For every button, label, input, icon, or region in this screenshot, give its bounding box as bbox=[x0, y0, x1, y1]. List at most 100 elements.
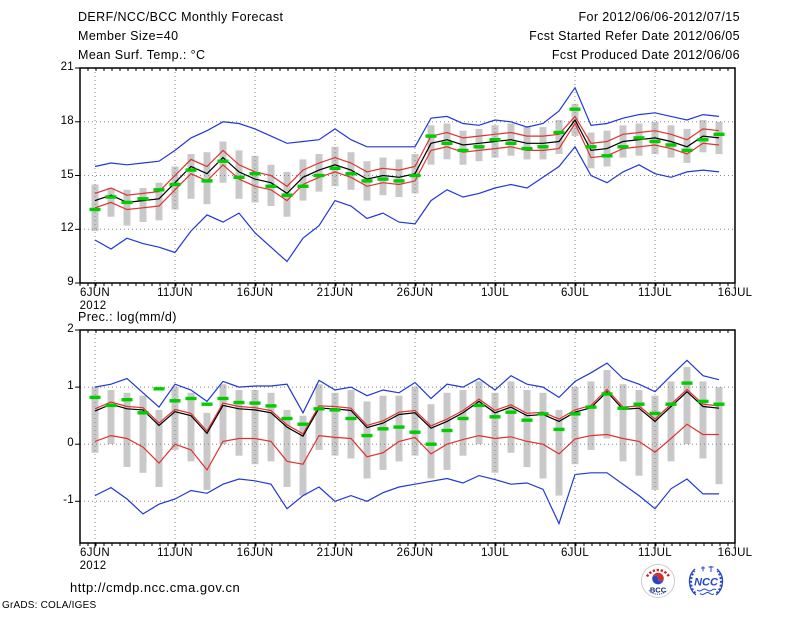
member-spread-bar bbox=[123, 189, 131, 226]
green-dash-marker bbox=[697, 399, 709, 404]
green-dash-marker bbox=[265, 184, 277, 188]
green-dash-marker bbox=[89, 395, 101, 400]
x-tick-label: 16JUL bbox=[717, 547, 753, 559]
green-dash-marker bbox=[665, 402, 677, 406]
member-spread-bar bbox=[475, 381, 483, 445]
green-dash-marker bbox=[569, 107, 581, 111]
member-spread-bar bbox=[379, 157, 387, 196]
green-dash-marker bbox=[537, 412, 549, 416]
green-dash-marker bbox=[713, 402, 725, 406]
green-dash-marker bbox=[665, 143, 677, 147]
green-dash-marker bbox=[89, 207, 101, 212]
member-size-label: Member Size=40 bbox=[78, 29, 179, 43]
green-dash-marker bbox=[521, 146, 533, 151]
green-dash-marker bbox=[185, 168, 197, 172]
ncc-logo-text: NCC bbox=[694, 577, 719, 589]
x-tick-label: 6JUN bbox=[80, 287, 110, 299]
member-spread-bar bbox=[427, 404, 435, 479]
member-spread-bar bbox=[379, 395, 387, 470]
lower-spread-line bbox=[94, 423, 719, 471]
green-dash-marker bbox=[553, 130, 565, 135]
green-dash-marker bbox=[457, 416, 469, 421]
member-spread-bar bbox=[555, 120, 563, 154]
green-dash-marker bbox=[249, 172, 261, 176]
fcst-produced-date-label: Fcst Produced Date 2012/06/06 bbox=[551, 48, 740, 62]
green-dash-marker bbox=[713, 132, 725, 136]
ncc-wreath-right-icon bbox=[715, 568, 724, 596]
member-spread-bar bbox=[715, 121, 723, 155]
x-tick-label: 11JUN bbox=[157, 547, 193, 559]
member-spread-bar bbox=[539, 392, 547, 479]
y-tick-label: 21 bbox=[60, 61, 74, 73]
bcc-swirl-blue-icon bbox=[652, 575, 664, 585]
green-dash-marker bbox=[201, 402, 213, 406]
green-dash-marker bbox=[297, 422, 309, 426]
bcc-logo: BCC bbox=[641, 564, 675, 598]
green-dash-marker bbox=[393, 425, 405, 429]
page-title: DERF/NCC/BCC Monthly Forecast bbox=[78, 10, 284, 24]
green-dash-marker bbox=[313, 173, 325, 178]
green-dash-marker bbox=[441, 428, 453, 433]
green-dash-marker bbox=[281, 193, 293, 197]
green-dash-marker bbox=[361, 433, 373, 438]
green-dash-marker bbox=[377, 177, 389, 181]
member-spread-bar bbox=[475, 128, 483, 162]
green-dash-marker bbox=[425, 134, 437, 138]
precip-panel-title: Prec.: log(mm/d) bbox=[78, 310, 177, 324]
green-dash-marker bbox=[697, 138, 709, 142]
x-year-label: 2012 bbox=[79, 560, 107, 572]
y-tick-label: 15 bbox=[60, 168, 74, 181]
bcc-bottom-arc-text-icon bbox=[648, 590, 668, 595]
member-spread-bar bbox=[331, 146, 339, 187]
green-dash-marker bbox=[585, 405, 597, 409]
green-dash-marker bbox=[281, 416, 293, 421]
green-dash-marker bbox=[201, 179, 213, 183]
green-dash-marker bbox=[633, 136, 645, 140]
member-spread-bar bbox=[299, 159, 307, 201]
member-spread-bar bbox=[331, 392, 339, 456]
member-spread-bar bbox=[203, 412, 211, 490]
x-tick-label: 26JUN bbox=[396, 547, 434, 559]
temp-panel-title: Mean Surf. Temp.: °C bbox=[78, 48, 206, 62]
y-tick-label: 1 bbox=[67, 380, 74, 393]
ensemble-mean-line bbox=[94, 118, 720, 204]
green-dash-marker bbox=[393, 179, 405, 183]
forecast-range-label: For 2012/06/06-2012/07/15 bbox=[578, 10, 740, 24]
green-dash-marker bbox=[553, 427, 565, 432]
x-tick-label: 16JUN bbox=[236, 287, 274, 299]
green-dash-marker bbox=[329, 166, 341, 170]
y-tick-label: 18 bbox=[60, 114, 74, 127]
x-year-label: 2012 bbox=[79, 300, 107, 312]
member-spread-bar bbox=[523, 390, 531, 468]
member-spread-bar bbox=[667, 381, 675, 462]
x-tick-label: 21JUN bbox=[316, 287, 354, 299]
green-dash-marker bbox=[473, 403, 485, 408]
member-spread-bar bbox=[155, 182, 163, 221]
member-spread-bar bbox=[427, 125, 435, 165]
member-spread-bar bbox=[555, 409, 563, 496]
x-tick-label: 11JUL bbox=[638, 547, 672, 559]
green-dash-marker bbox=[137, 411, 149, 415]
ncc-logo: NCC bbox=[688, 566, 724, 596]
ensemble-max-line bbox=[94, 86, 720, 168]
green-dash-marker bbox=[649, 139, 661, 144]
member-spread-bar bbox=[619, 384, 627, 462]
member-spread-bar bbox=[491, 392, 499, 473]
green-dash-marker bbox=[345, 416, 357, 421]
y-tick-label: 0 bbox=[67, 437, 74, 450]
member-spread-bar bbox=[571, 387, 579, 465]
green-dash-marker bbox=[313, 407, 325, 411]
member-spread-bar bbox=[91, 387, 99, 453]
member-spread-bar bbox=[235, 150, 243, 199]
green-dash-marker bbox=[505, 410, 517, 414]
member-spread-bar bbox=[267, 392, 275, 462]
green-dash-marker bbox=[681, 148, 693, 153]
member-spread-bar bbox=[459, 390, 467, 456]
x-tick-label: 11JUN bbox=[157, 287, 193, 299]
y-tick-label: 12 bbox=[60, 222, 74, 235]
upper-spread-line bbox=[94, 388, 720, 435]
member-spread-bar bbox=[107, 390, 115, 445]
ncc-waves-icon bbox=[696, 588, 717, 595]
green-dash-marker bbox=[265, 404, 277, 408]
